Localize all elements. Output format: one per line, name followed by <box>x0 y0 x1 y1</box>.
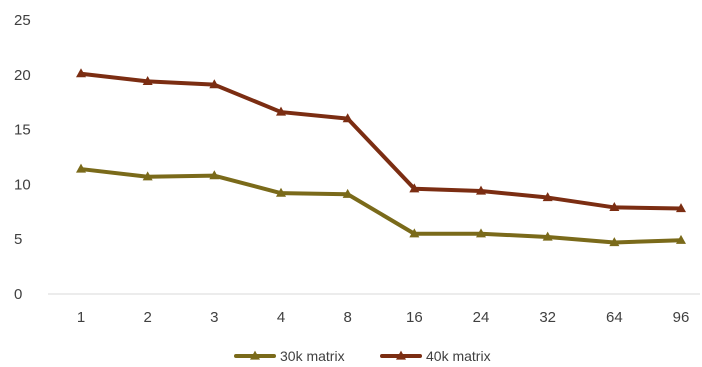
legend-marker <box>396 350 406 360</box>
y-tick-label: 25 <box>14 12 31 29</box>
series-line <box>79 71 683 211</box>
x-tick-label: 8 <box>343 309 351 326</box>
data-point-marker <box>142 171 153 181</box>
data-point-marker <box>209 170 220 180</box>
x-tick-label: 16 <box>406 309 423 326</box>
legend: 30k matrix 40k matrix <box>234 348 491 364</box>
data-point-marker <box>76 68 86 78</box>
x-tick-label: 64 <box>606 309 623 326</box>
data-point-marker <box>142 75 153 85</box>
legend-label: 40k matrix <box>426 348 491 364</box>
data-point-marker <box>342 113 353 123</box>
series-2 <box>76 68 686 213</box>
series-line <box>79 167 683 245</box>
x-tick-label: 32 <box>539 309 556 326</box>
x-tick-label: 4 <box>277 309 285 326</box>
data-point-marker <box>476 228 486 238</box>
data-point-marker <box>409 228 420 238</box>
x-tick-label: 3 <box>210 309 218 326</box>
y-tick-label: 10 <box>14 176 31 193</box>
x-tick-label: 24 <box>473 309 490 326</box>
y-tick-label: 5 <box>14 231 22 248</box>
data-point-marker <box>409 183 420 193</box>
data-point-marker <box>542 192 553 202</box>
data-point-marker <box>609 202 620 212</box>
legend-label: 30k matrix <box>280 348 345 364</box>
data-point-marker <box>76 163 86 173</box>
data-point-marker <box>276 106 286 116</box>
legend-item: 40k matrix <box>380 348 491 364</box>
x-axis-ticks: 1 2 3 4 8 16 24 32 64 96 <box>77 309 690 326</box>
series-layer <box>76 68 686 247</box>
data-point-marker <box>542 231 553 241</box>
x-tick-label: 96 <box>673 309 690 326</box>
y-tick-label: 20 <box>14 67 31 84</box>
data-point-marker <box>676 234 686 244</box>
legend-marker <box>250 350 260 360</box>
y-axis-ticks: 0 5 10 15 20 25 <box>14 12 31 303</box>
data-point-marker <box>676 203 686 213</box>
x-tick-label: 1 <box>77 309 85 326</box>
series-1 <box>76 163 686 247</box>
x-tick-label: 2 <box>143 309 151 326</box>
data-point-marker <box>276 187 286 197</box>
y-tick-label: 0 <box>14 286 22 303</box>
y-tick-label: 15 <box>14 122 31 139</box>
data-point-marker <box>609 237 620 247</box>
legend-item: 30k matrix <box>234 348 345 364</box>
data-point-marker <box>476 185 486 195</box>
data-point-marker <box>342 188 353 198</box>
data-point-marker <box>209 79 220 89</box>
